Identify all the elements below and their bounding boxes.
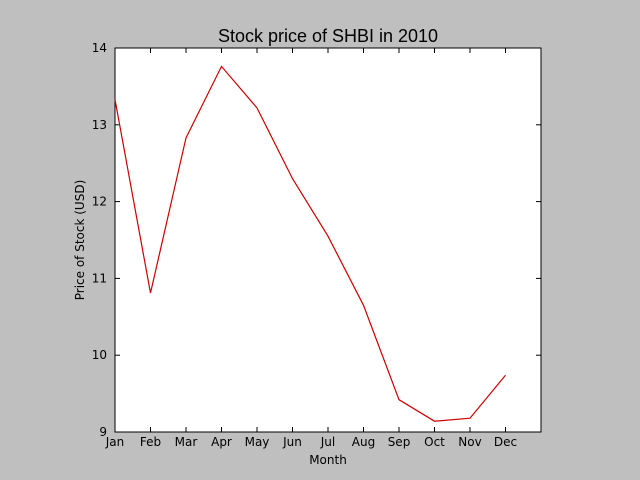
plot-area (114, 47, 542, 433)
y-ticks: 9 10 11 12 13 14 (92, 41, 541, 439)
x-tick-label: Sep (388, 435, 411, 449)
x-tick-label: Aug (352, 435, 375, 449)
x-tick-label: Mar (175, 435, 198, 449)
y-tick-label: 9 (99, 425, 107, 439)
y-tick-label: 14 (92, 41, 107, 55)
x-ticks: Jan Feb Mar Apr May Jun Jul Aug Sep Oct Nov Dec (105, 48, 517, 449)
x-axis-label: Month (309, 453, 347, 467)
y-tick-label: 12 (92, 195, 107, 209)
x-tick-label: Jul (320, 435, 335, 449)
x-tick-label: Jun (282, 435, 302, 449)
y-tick-label: 11 (92, 271, 107, 285)
x-tick-label: Oct (424, 435, 445, 449)
chart-title: Stock price of SHBI in 2010 (218, 26, 438, 46)
x-tick-label: Jan (105, 435, 125, 449)
x-tick-label: Nov (458, 435, 481, 449)
x-tick-label: Dec (494, 435, 517, 449)
x-tick-label: May (245, 435, 270, 449)
y-tick-label: 10 (92, 348, 107, 362)
series-group (114, 65, 506, 422)
x-tick-label: Feb (140, 435, 161, 449)
y-tick-label: 13 (92, 118, 107, 132)
y-axis-label: Price of Stock (USD) (73, 180, 87, 301)
x-tick-label: Apr (211, 435, 232, 449)
series-line (114, 65, 506, 422)
